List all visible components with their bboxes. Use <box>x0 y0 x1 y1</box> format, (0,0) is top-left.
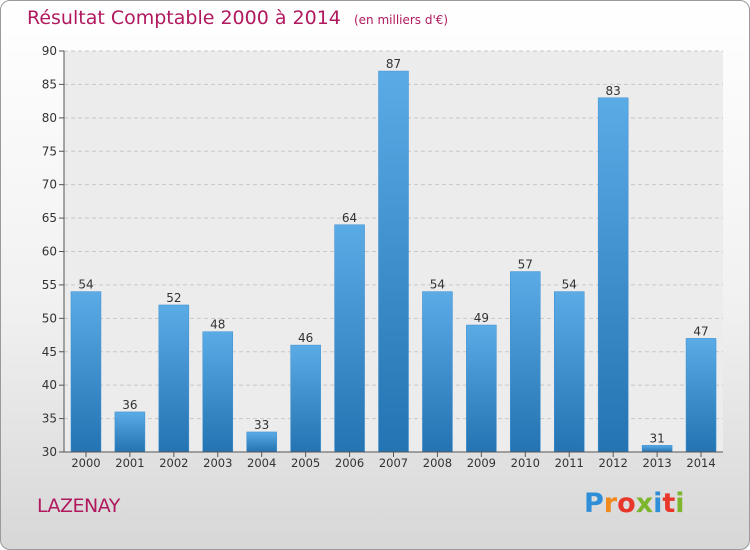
bar <box>510 271 541 453</box>
x-tick-label: 2000 <box>71 456 100 470</box>
y-tick-label: 35 <box>42 412 57 426</box>
data-label: 54 <box>78 278 93 292</box>
data-label: 48 <box>210 318 225 332</box>
y-tick-label: 40 <box>42 378 57 392</box>
bar <box>70 291 102 453</box>
y-tick-label: 80 <box>42 111 57 125</box>
data-label: 64 <box>342 211 357 225</box>
y-tick-label: 45 <box>42 345 57 359</box>
data-label: 83 <box>606 84 621 98</box>
data-label: 87 <box>386 57 401 71</box>
y-tick-label: 60 <box>42 245 57 259</box>
data-label: 36 <box>122 398 137 412</box>
bar <box>334 224 365 453</box>
bar <box>202 331 234 453</box>
logo-letter: x <box>635 488 654 519</box>
data-label: 47 <box>693 324 708 338</box>
proxiti-logo: Proxiti <box>584 488 685 519</box>
logo-letter: i <box>653 488 663 519</box>
data-label: 54 <box>430 278 445 292</box>
bar <box>641 445 673 453</box>
bar <box>290 344 321 453</box>
data-label: 52 <box>166 291 181 305</box>
y-tick-label: 70 <box>42 178 57 192</box>
x-tick-label: 2013 <box>642 456 671 470</box>
data-label: 54 <box>562 278 577 292</box>
x-tick-label: 2001 <box>115 456 144 470</box>
y-tick-label: 85 <box>42 77 57 91</box>
x-tick-label: 2005 <box>291 456 320 470</box>
bar <box>685 338 717 453</box>
chart-title: Résultat Comptable 2000 à 2014 <box>27 7 341 29</box>
chart-title-block: Résultat Comptable 2000 à 2014 (en milli… <box>27 7 448 29</box>
x-tick-label: 2006 <box>335 456 364 470</box>
x-tick-label: 2004 <box>247 456 276 470</box>
x-tick-label: 2014 <box>686 456 715 470</box>
chart-subtitle: (en milliers d'€) <box>353 13 449 27</box>
x-tick-label: 2007 <box>379 456 408 470</box>
y-tick-label: 65 <box>42 211 57 225</box>
y-tick-label: 50 <box>42 311 57 325</box>
x-tick-label: 2003 <box>203 456 232 470</box>
logo-letter: P <box>584 488 604 519</box>
commune-name: LAZENAY <box>37 495 120 517</box>
data-label: 46 <box>298 331 313 345</box>
logo-letter: r <box>603 488 618 519</box>
bar <box>158 304 190 453</box>
data-label: 31 <box>649 431 664 445</box>
bar <box>114 411 146 453</box>
bar <box>466 324 497 453</box>
logo-letter: i <box>675 488 685 519</box>
y-tick-label: 55 <box>42 278 57 292</box>
data-label: 33 <box>254 418 269 432</box>
bar <box>597 97 629 453</box>
bar <box>553 291 585 453</box>
x-tick-label: 2008 <box>423 456 452 470</box>
x-tick-label: 2002 <box>159 456 188 470</box>
logo-letter: o <box>617 488 636 519</box>
bar <box>246 431 277 453</box>
y-tick-label: 30 <box>42 445 57 459</box>
x-tick-label: 2010 <box>511 456 540 470</box>
y-tick-label: 75 <box>42 144 57 158</box>
data-label: 49 <box>474 311 489 325</box>
bar <box>422 291 453 453</box>
logo-letter: t <box>662 488 676 519</box>
x-tick-label: 2009 <box>467 456 496 470</box>
x-tick-label: 2011 <box>555 456 584 470</box>
bar <box>378 70 409 453</box>
data-label: 57 <box>518 258 533 272</box>
y-tick-label: 90 <box>42 44 57 58</box>
x-tick-label: 2012 <box>599 456 628 470</box>
